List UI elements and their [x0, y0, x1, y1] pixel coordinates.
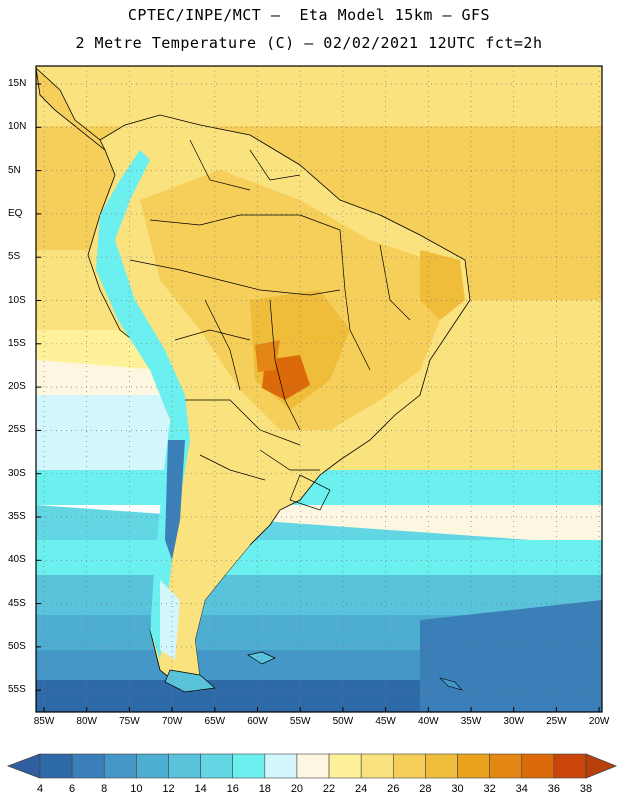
map-frame: [35, 65, 603, 713]
lat-label: 10N: [8, 121, 27, 133]
colorbar-label: 10: [130, 783, 143, 795]
title-line-1: CPTEC/INPE/MCT – Eta Model 15km – GFS: [127, 6, 491, 24]
lon-label: 60W: [247, 716, 268, 727]
axis-ticks: [36, 83, 600, 712]
lat-label: 5N: [8, 164, 21, 176]
colorbar-cell: [521, 753, 555, 779]
colorbar-cell: [328, 753, 362, 779]
patagonia-land: [178, 520, 250, 690]
colorbar-cell: [296, 753, 330, 779]
colorbar-cell: [360, 753, 394, 779]
colorbar-label: 38: [579, 783, 593, 795]
lat-label: 55S: [8, 684, 26, 696]
band-pacific-cream: [36, 360, 175, 400]
title-line-2: 2 Metre Temperature (C) – 02/02/2021 12U…: [75, 34, 543, 52]
colorbar-cell: [264, 753, 298, 779]
lat-label: 50S: [8, 640, 26, 652]
colorbar-cell: [71, 753, 105, 779]
colorbar-label: 26: [387, 783, 400, 795]
band-14: [36, 540, 602, 575]
band-pacific-cold: [36, 395, 175, 470]
colorbar-cell: [425, 753, 458, 779]
colorbar-label: 32: [483, 783, 496, 795]
lon-label: 20W: [588, 716, 610, 727]
lon-label: 30W: [503, 716, 524, 727]
country-borders: [129, 139, 411, 511]
tierra-del-fuego: [164, 669, 216, 693]
colorbar-label: 16: [226, 783, 239, 795]
lat-label: 15N: [8, 78, 27, 89]
lon-label: 55W: [289, 716, 311, 727]
band-east-deep: [420, 600, 602, 712]
colorbar-label: 28: [419, 783, 432, 795]
colorbar-label: 34: [515, 783, 528, 795]
colorbar-cell: [168, 753, 201, 779]
lat-label: 20S: [8, 381, 26, 393]
colorbar-arrow-low: [6, 753, 41, 779]
lat-label: 45S: [8, 597, 26, 609]
land-northeast-warm: [420, 250, 465, 320]
colorbar-cells: [39, 753, 587, 779]
lon-label: 75W: [119, 716, 140, 727]
colorbar-label: 20: [290, 783, 304, 795]
lat-label: EQ: [8, 207, 23, 219]
lat-label: 30S: [8, 467, 26, 479]
andes-colder: [165, 440, 185, 560]
colorbar-label: 18: [258, 783, 271, 795]
lat-label: 35S: [8, 511, 26, 522]
lon-label: 50W: [332, 716, 354, 727]
lon-label: 45W: [375, 716, 396, 727]
colorbar-cell: [457, 753, 490, 779]
band-12: [36, 575, 602, 615]
colorbar-cell: [103, 753, 137, 779]
colorbar-label: 12: [162, 783, 175, 795]
central-america: [36, 67, 106, 151]
colorbar-label: 22: [322, 783, 336, 795]
colorbar-label: 4: [36, 783, 44, 795]
colorbar-label: 6: [69, 783, 76, 795]
colorbar-label: 14: [194, 783, 207, 795]
colorbar-cell: [489, 753, 523, 779]
lat-label: 5S: [8, 251, 21, 263]
colorbar-cell: [392, 753, 426, 779]
lat-label: 15S: [8, 337, 26, 349]
colorbar-cell: [39, 753, 73, 779]
lat-label: 40S: [8, 554, 26, 566]
colorbar-arrow-high: [585, 753, 618, 779]
lon-label: 85W: [33, 716, 55, 727]
lon-label: 40W: [418, 716, 439, 727]
lon-label: 70W: [161, 716, 183, 727]
lon-label: 80W: [76, 716, 97, 727]
colorbar-label: 30: [451, 783, 464, 795]
colorbar-cell: [200, 753, 234, 779]
lon-label: 25W: [546, 716, 567, 727]
colorbar-cell: [136, 753, 169, 779]
colorbar-cell: [553, 753, 587, 779]
lat-label: 25S: [8, 424, 26, 436]
lon-label: 65W: [204, 716, 226, 727]
lat-label: 10S: [8, 294, 26, 306]
andes-south-cool: [160, 580, 180, 660]
colorbar: [6, 753, 618, 779]
colorbar-label: 24: [355, 783, 368, 795]
lon-label: 35W: [460, 716, 482, 727]
colorbar-cell: [232, 753, 266, 779]
colorbar-label: 36: [547, 783, 560, 795]
band-north-light: [36, 66, 602, 126]
colorbar-label: 8: [101, 783, 108, 795]
